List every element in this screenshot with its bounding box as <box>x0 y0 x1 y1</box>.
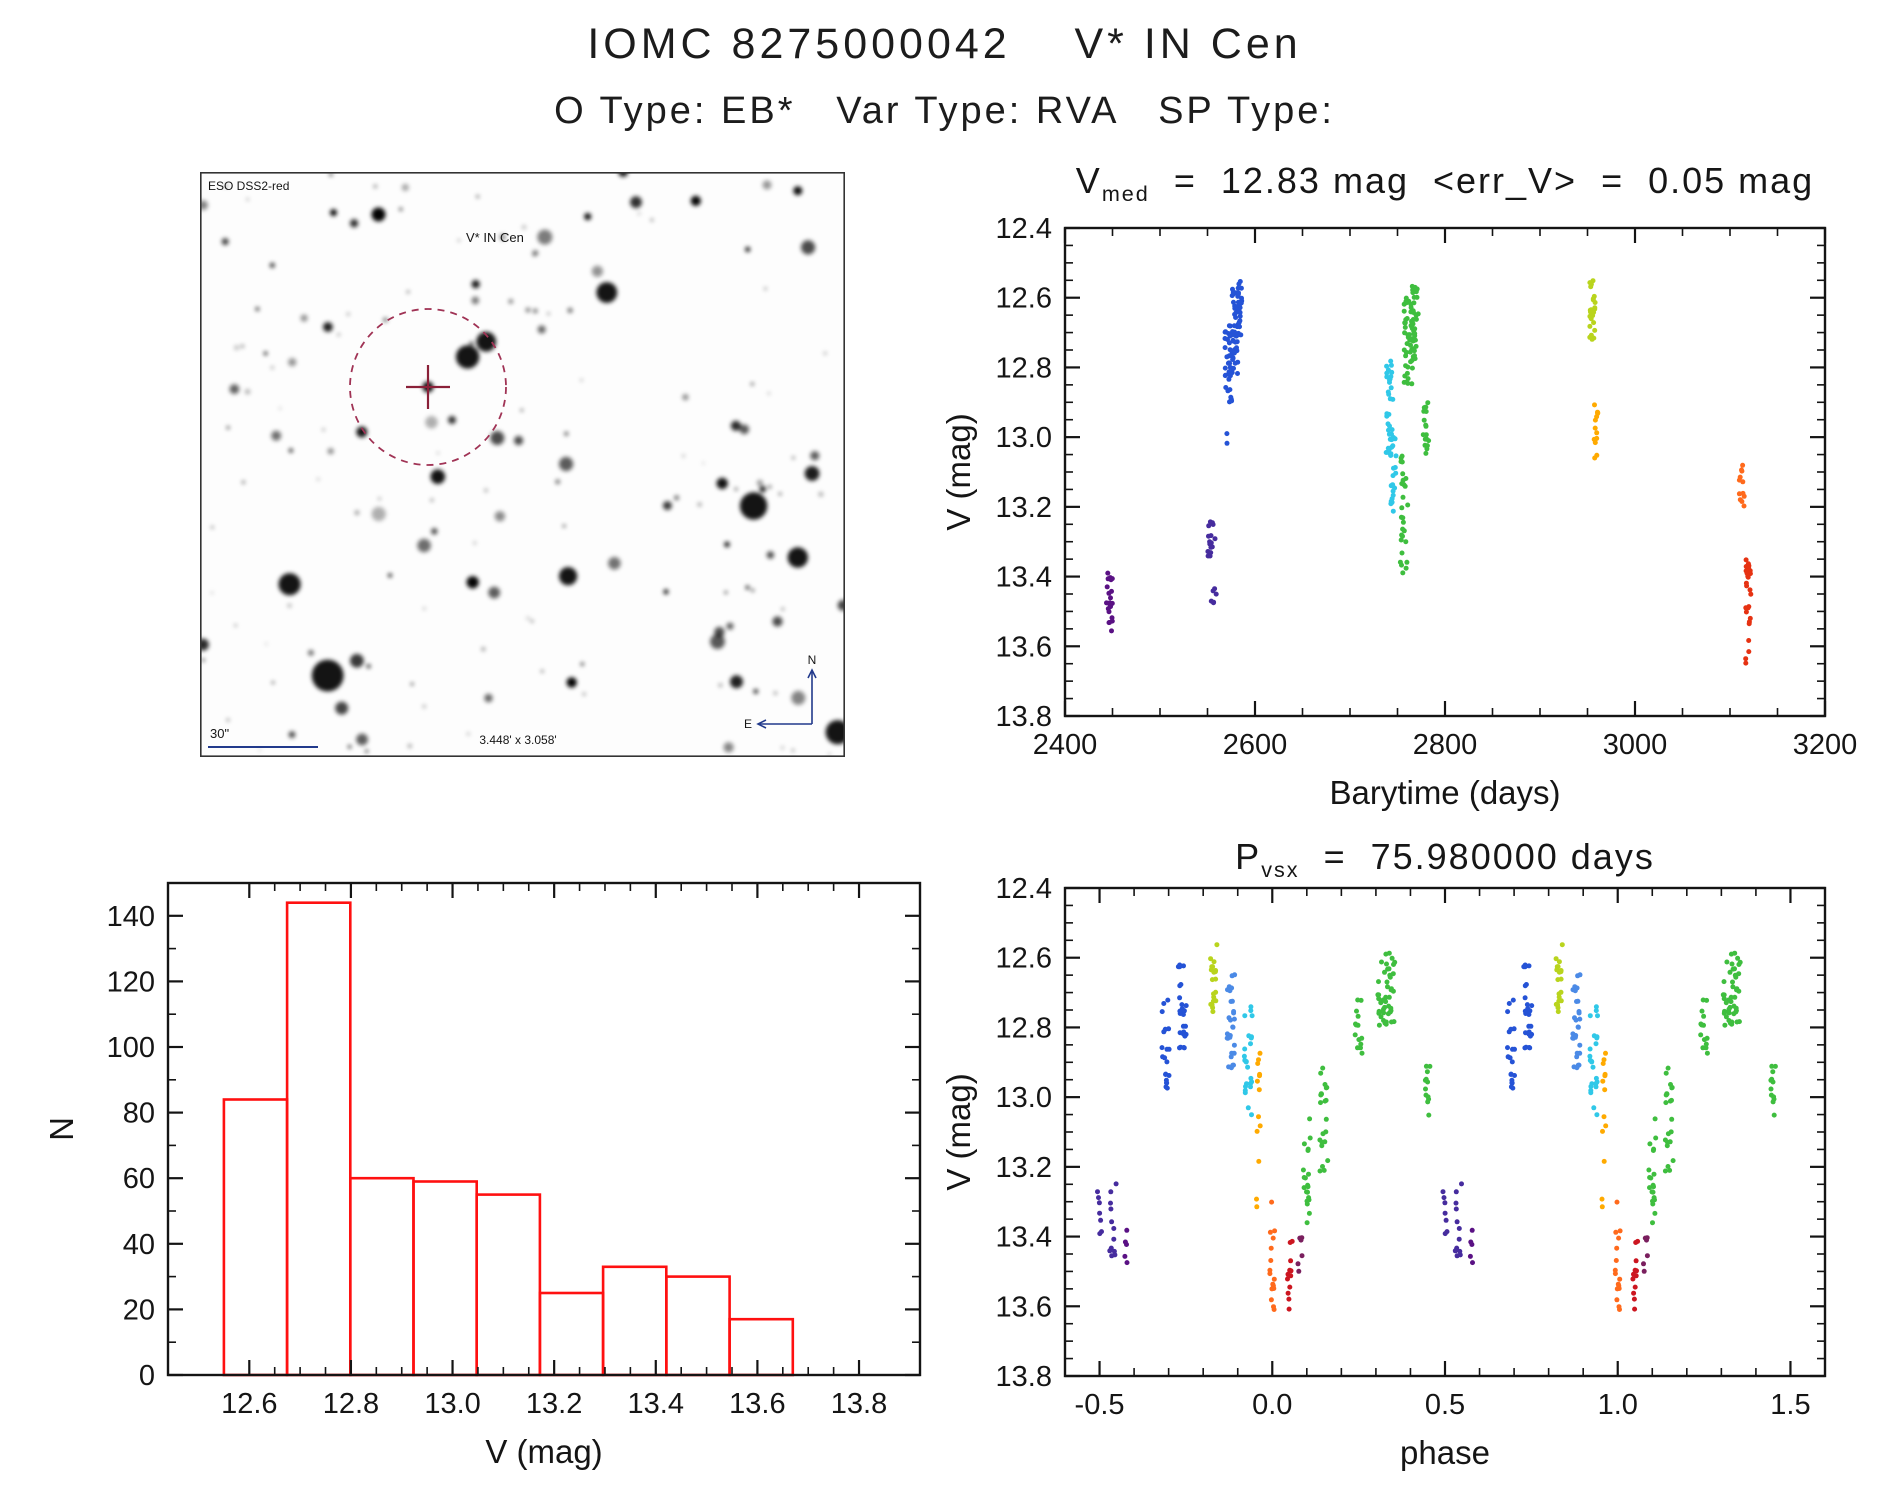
histogram-bars <box>222 901 795 1377</box>
page-subtitle: O Type: EB* Var Type: RVA SP Type: <box>554 90 1335 132</box>
y-tick-label: 13.2 <box>996 1152 1052 1184</box>
phase-title-sub: vsx <box>1261 857 1300 883</box>
x-tick-label: 13.8 <box>831 1388 887 1420</box>
x-tick-label: 3200 <box>1793 729 1858 761</box>
phase-title-rest: = 75.980000 days <box>1299 836 1655 877</box>
x-tick-label: 12.6 <box>221 1388 277 1420</box>
x-tick-label: 2800 <box>1413 729 1478 761</box>
data-points <box>1104 278 1754 666</box>
lightcurve-plot: 2400 2600 2800 3000 3200 12.4 12.6 12.8 13.0 13.2… <box>940 213 1857 811</box>
y-tick-label: 13.4 <box>996 1222 1052 1254</box>
x-axis-label: V (mag) <box>485 1433 602 1470</box>
scale-label: 30" <box>210 726 229 741</box>
y-tick-label: 13.8 <box>996 1361 1052 1393</box>
y-tick-label: 13.6 <box>996 631 1052 663</box>
y-axis-label: V (mag) <box>940 413 977 530</box>
y-tick-label: 12.4 <box>996 213 1052 245</box>
lightcurve-title-rest: = 12.83 mag <err_V> = 0.05 mag <box>1149 160 1815 201</box>
y-axis-label: V (mag) <box>940 1073 977 1190</box>
page-title: IOMC 8275000042 V* IN Cen <box>587 20 1302 68</box>
y-tick-label: 120 <box>107 966 155 998</box>
y-tick-label: 12.6 <box>996 943 1052 975</box>
lightcurve-title-sub: med <box>1101 181 1150 207</box>
axes: -0.5 0.0 0.5 1.0 1.5 12.4 12.6 12.8 13.0 13.2 13.4… <box>940 873 1827 1471</box>
survey-label: ESO DSS2-red <box>208 179 289 193</box>
x-tick-label: 12.8 <box>323 1388 379 1420</box>
y-tick-label: 13.4 <box>996 562 1052 594</box>
lightcurve-title: Vmed = 12.83 mag <err_V> = 0.05 mag <box>1065 160 1825 207</box>
fov-label: 3.448' x 3.058' <box>479 733 556 747</box>
y-tick-label: 140 <box>107 901 155 933</box>
y-tick-label: 12.8 <box>996 1012 1052 1044</box>
x-axis-label: Barytime (days) <box>1329 774 1560 811</box>
histogram-bar <box>285 901 352 1377</box>
compass-north-arrowhead <box>807 668 817 679</box>
histogram-bar <box>412 1180 479 1377</box>
target-label: V* IN Cen <box>466 230 524 245</box>
histogram-bar <box>222 1098 289 1377</box>
y-tick-label: 12.6 <box>996 283 1052 315</box>
histogram-plot: 12.6 12.8 13.0 13.2 13.4 13.6 13.8 0 20 40 60 80 100… <box>43 881 922 1470</box>
x-tick-label: 1.5 <box>1770 1389 1810 1421</box>
finder-chart-panel: ESO DSS2-red V* IN Cen 30" 3.448' x 3.058' N… <box>200 172 845 757</box>
y-tick-label: 13.6 <box>996 1291 1052 1323</box>
y-tick-label: 80 <box>123 1098 155 1130</box>
lightcurve-title-prefix: V <box>1075 160 1102 201</box>
axes: 12.6 12.8 13.0 13.2 13.4 13.6 13.8 0 20 40 60 80 100… <box>43 881 922 1470</box>
target-circle <box>349 308 507 466</box>
x-tick-label: 3000 <box>1603 729 1668 761</box>
x-tick-label: -0.5 <box>1075 1389 1125 1421</box>
compass-east-arrowhead <box>756 719 767 729</box>
y-tick-label: 13.2 <box>996 492 1052 524</box>
y-tick-label: 12.4 <box>996 873 1052 905</box>
x-tick-label: 13.6 <box>729 1388 785 1420</box>
histogram-bar <box>601 1265 668 1377</box>
histogram-bar <box>665 1275 731 1377</box>
lightcurve-panel: Vmed = 12.83 mag <err_V> = 0.05 mag 2400… <box>930 150 1880 820</box>
finder-chart-image: ESO DSS2-red V* IN Cen 30" 3.448' x 3.058' N… <box>200 172 845 757</box>
y-tick-label: 13.0 <box>996 1082 1052 1114</box>
axes: 2400 2600 2800 3000 3200 12.4 12.6 12.8 13.0 13.2… <box>940 213 1857 811</box>
y-tick-label: 0 <box>139 1360 155 1392</box>
y-axis-label: N <box>43 1117 80 1141</box>
x-tick-label: 13.0 <box>424 1388 480 1420</box>
x-axis-label: phase <box>1400 1434 1490 1471</box>
y-tick-label: 100 <box>107 1032 155 1064</box>
x-tick-label: 13.2 <box>526 1388 582 1420</box>
y-tick-label: 12.8 <box>996 352 1052 384</box>
y-tick-label: 40 <box>123 1229 155 1261</box>
finder-border <box>200 172 845 757</box>
compass-east-label: E <box>744 717 752 731</box>
x-tick-label: 0.5 <box>1425 1389 1465 1421</box>
histogram-panel: 12.6 12.8 13.0 13.2 13.4 13.6 13.8 0 20 40 60 80 100… <box>30 815 970 1475</box>
histogram-bar <box>728 1317 795 1377</box>
x-tick-label: 0.0 <box>1252 1389 1292 1421</box>
histogram-bar <box>348 1176 415 1377</box>
histogram-bar <box>475 1193 542 1377</box>
phase-title: Pvsx = 75.980000 days <box>1065 836 1825 883</box>
y-tick-label: 13.8 <box>996 701 1052 733</box>
y-tick-label: 20 <box>123 1294 155 1326</box>
phase-panel: Pvsx = 75.980000 days -0.5 0.0 0.5 1.0 1.5 12… <box>930 810 1880 1490</box>
y-tick-label: 13.0 <box>996 422 1052 454</box>
phase-title-prefix: P <box>1235 836 1262 877</box>
y-tick-label: 60 <box>123 1163 155 1195</box>
histogram-bar <box>538 1291 605 1377</box>
x-tick-label: 1.0 <box>1598 1389 1638 1421</box>
compass-north-label: N <box>808 653 817 667</box>
x-tick-label: 2400 <box>1033 729 1098 761</box>
phase-plot: -0.5 0.0 0.5 1.0 1.5 12.4 12.6 12.8 13.0 13.2 13.4… <box>940 873 1827 1471</box>
x-tick-label: 2600 <box>1223 729 1288 761</box>
x-tick-label: 13.4 <box>628 1388 684 1420</box>
data-points <box>1095 942 1778 1312</box>
star-field <box>200 172 845 756</box>
